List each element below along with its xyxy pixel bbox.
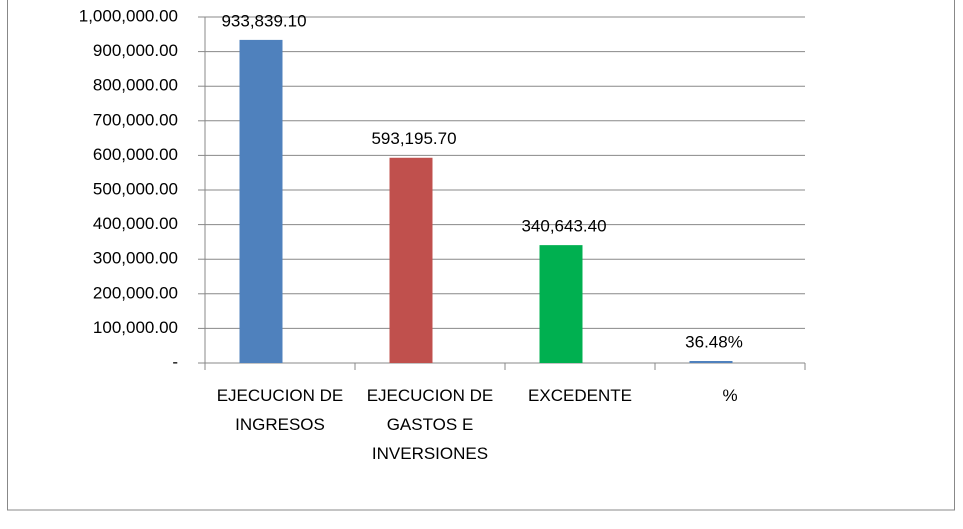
y-tick-label: 500,000.00 <box>93 179 178 198</box>
x-tick-label: % <box>722 386 738 405</box>
y-tick-label: 200,000.00 <box>93 283 178 302</box>
chart-frame <box>7 0 955 511</box>
bar <box>539 245 583 363</box>
y-tick-label: 600,000.00 <box>93 145 178 164</box>
data-label: 933,839.10 <box>221 11 306 30</box>
y-tick-label: 800,000.00 <box>93 76 178 95</box>
y-tick-label: 900,000.00 <box>93 41 178 60</box>
data-label: 36.48% <box>685 332 743 351</box>
y-tick-label: 300,000.00 <box>93 249 178 268</box>
y-tick-label: 700,000.00 <box>93 110 178 129</box>
bar <box>239 39 283 364</box>
x-tick-label: EXCEDENTE <box>528 386 632 405</box>
bar <box>689 361 733 363</box>
y-tick-label: 100,000.00 <box>93 318 178 337</box>
x-tick-label: EJECUCION DE INGRESOS <box>216 386 344 434</box>
data-label: 593,195.70 <box>371 129 456 148</box>
x-tick-label: EJECUCION DE GASTOS E INVERSIONES <box>366 386 494 463</box>
y-tick-label: 1,000,000.00 <box>79 6 178 25</box>
bar <box>389 157 433 363</box>
y-tick-label: 400,000.00 <box>93 214 178 233</box>
data-label: 340,643.40 <box>521 217 606 236</box>
y-tick-label: - <box>172 352 178 371</box>
